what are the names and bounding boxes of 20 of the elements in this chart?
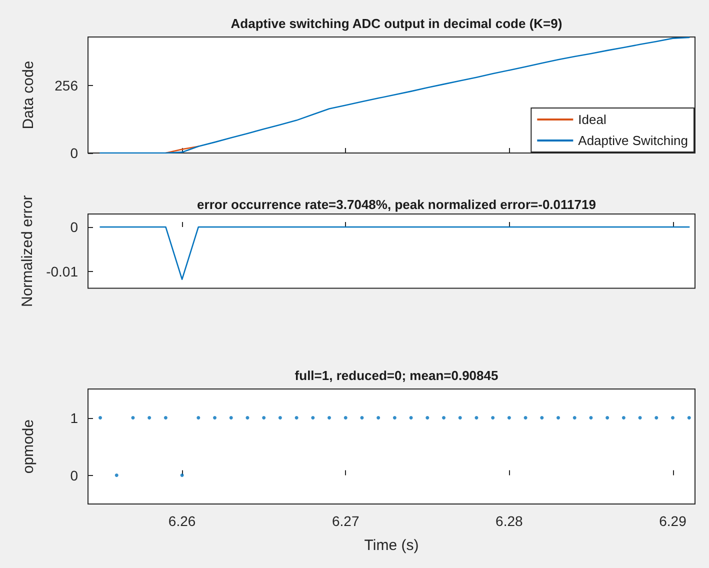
y-axis-title: Normalized error <box>19 195 36 308</box>
chart-title: Adaptive switching ADC output in decimal code (K=9) <box>230 16 562 31</box>
x-tick-label: 6.28 <box>496 513 524 529</box>
chart-title: error occurrence rate=3.7048%, peak normalized error=-0.011719 <box>197 197 596 212</box>
x-tick-label: 6.26 <box>168 513 196 529</box>
y-tick-label: 1 <box>70 410 78 426</box>
line-series <box>100 36 690 154</box>
y-tick-label: -0.01 <box>46 264 78 280</box>
y-tick-label: 256 <box>54 78 78 94</box>
y-axis-title: opmode <box>20 419 37 474</box>
y-tick-label: 0 <box>70 218 78 235</box>
y-axis-title: Data code <box>20 60 37 130</box>
x-tick-label: 6.27 <box>332 513 360 529</box>
chart-title: full=1, reduced=0; mean=0.90845 <box>294 368 498 383</box>
y-tick-label: 0 <box>70 145 78 161</box>
x-tick-label: 6.29 <box>659 513 687 529</box>
y-tick-label: 0 <box>70 467 78 484</box>
legend-label: Ideal <box>578 112 606 127</box>
legend-label: Adaptive Switching <box>578 133 688 148</box>
x-axis-title: Time (s) <box>364 537 419 554</box>
